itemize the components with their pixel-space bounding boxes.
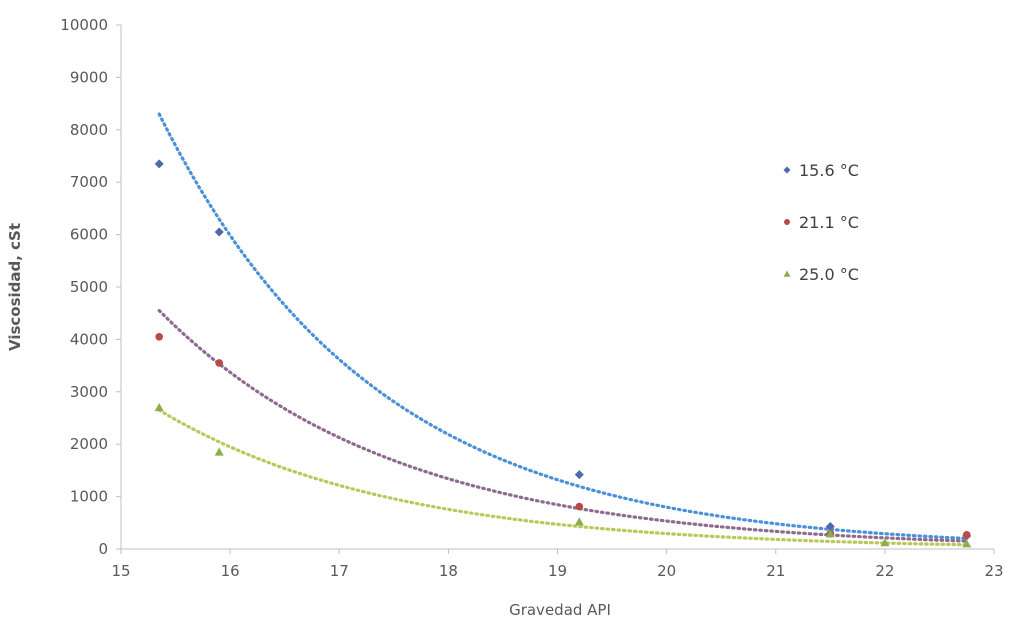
- data-point-series-2: [155, 332, 164, 341]
- data-point-series-2: [962, 531, 971, 539]
- x-tick-label: 23: [984, 562, 1003, 580]
- trendline-series-3: [157, 408, 969, 547]
- data-point-series-1: [574, 470, 584, 480]
- data-point-series-1: [154, 159, 164, 169]
- y-tick-label: 0: [98, 540, 108, 558]
- legend: 15.6 °C 21.1 °C 25.0 °C: [783, 161, 859, 284]
- y-tick-label: 5000: [70, 278, 108, 296]
- x-tick-label: 22: [875, 562, 894, 580]
- x-tick-label: 17: [330, 562, 349, 580]
- data-points: [154, 159, 972, 548]
- data-point-series-3: [154, 403, 164, 412]
- data-point-series-1: [825, 521, 835, 531]
- y-tick-label: 8000: [70, 121, 108, 139]
- x-tick-label: 16: [221, 562, 240, 580]
- x-axis-title: Gravedad API: [509, 601, 611, 619]
- trendline-series-1: [157, 112, 969, 541]
- legend-marker-2: [784, 219, 790, 225]
- data-point-series-1: [214, 227, 224, 237]
- data-point-series-3: [880, 538, 890, 547]
- legend-marker-3: [783, 270, 791, 277]
- y-tick-label: 4000: [70, 330, 108, 348]
- y-tick-label: 6000: [70, 226, 108, 244]
- legend-marker-1: [783, 166, 791, 174]
- data-point-series-2: [215, 359, 224, 367]
- x-tick-label: 20: [657, 562, 676, 580]
- data-point-series-2: [575, 502, 584, 511]
- legend-label-3: 25.0 °C: [799, 265, 859, 284]
- data-point-series-3: [214, 447, 224, 456]
- x-tick-label: 18: [439, 562, 458, 580]
- y-axis-title: Viscosidad, cSt: [6, 223, 24, 351]
- trendline-series-2: [157, 309, 969, 543]
- y-tick-label: 3000: [70, 383, 108, 401]
- legend-label-1: 15.6 °C: [799, 161, 859, 180]
- x-tick-label: 21: [766, 562, 785, 580]
- axes: 15 16 17 18 19 20 21 22 23 0 1000 2000 3000 4000 5000 6…: [60, 16, 1003, 580]
- data-point-series-3: [574, 517, 584, 526]
- data-point-series-3: [825, 529, 835, 538]
- y-tick-label: 2000: [70, 435, 108, 453]
- legend-label-2: 21.1 °C: [799, 213, 859, 232]
- y-tick-label: 1000: [70, 488, 108, 506]
- data-point-series-3: [962, 539, 972, 548]
- y-tick-label: 9000: [70, 68, 108, 86]
- y-tick-label: 10000: [60, 16, 108, 34]
- x-tick-label: 19: [548, 562, 567, 580]
- y-tick-label: 7000: [70, 173, 108, 191]
- x-tick-label: 15: [111, 562, 130, 580]
